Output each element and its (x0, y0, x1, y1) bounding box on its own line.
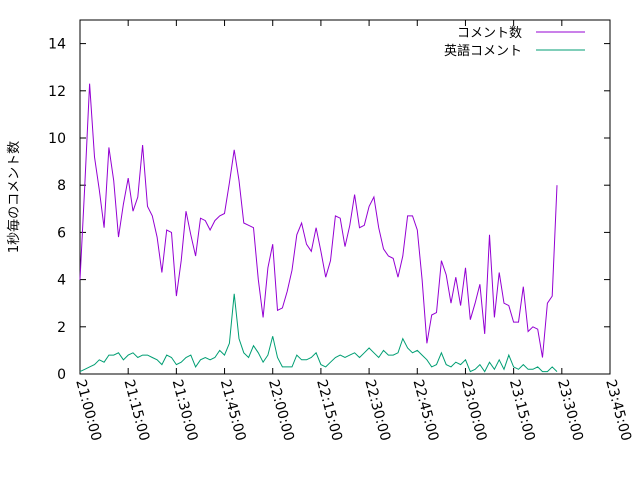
x-tick-label: 22:15:00 (313, 378, 345, 443)
x-tick-label: 21:00:00 (72, 378, 104, 443)
legend-label-comments: コメント数 (457, 26, 522, 41)
x-tick-label: 23:15:00 (506, 378, 538, 443)
y-axis-label: 1秒毎のコメント数 (6, 141, 22, 253)
x-tick-label: 23:45:00 (602, 378, 634, 443)
series-line-english-comments (79, 293, 558, 373)
legend-label-english-comments: 英語コメント (444, 43, 522, 59)
y-tick-label: 2 (57, 320, 66, 336)
y-tick-label: 6 (57, 225, 66, 241)
x-tick-label: 21:15:00 (120, 378, 152, 443)
y-tick-label: 12 (48, 84, 66, 100)
x-tick-label: 23:30:00 (554, 378, 586, 443)
x-tick-label: 22:00:00 (265, 378, 297, 443)
x-tick-label: 21:45:00 (217, 378, 249, 443)
y-axis-ticks: 0 2 4 6 8 10 12 14 (48, 37, 610, 383)
x-tick-label: 22:30:00 (361, 378, 393, 443)
y-tick-label: 14 (48, 37, 66, 53)
x-axis-ticks: 21:00:00 21:15:00 21:30:00 21:45:00 22:00:00… (72, 20, 634, 443)
y-tick-label: 0 (57, 367, 66, 383)
legend: コメント数 英語コメント (444, 26, 585, 59)
x-tick-label: 21:30:00 (169, 378, 201, 443)
series-lines (79, 83, 558, 373)
y-tick-label: 4 (57, 273, 66, 289)
y-tick-label: 10 (48, 131, 66, 147)
plot-frame (79, 19, 611, 375)
series-line-comments (79, 83, 558, 358)
y-tick-label: 8 (57, 178, 66, 194)
x-tick-label: 22:45:00 (410, 378, 442, 443)
x-tick-label: 23:00:00 (458, 378, 490, 443)
